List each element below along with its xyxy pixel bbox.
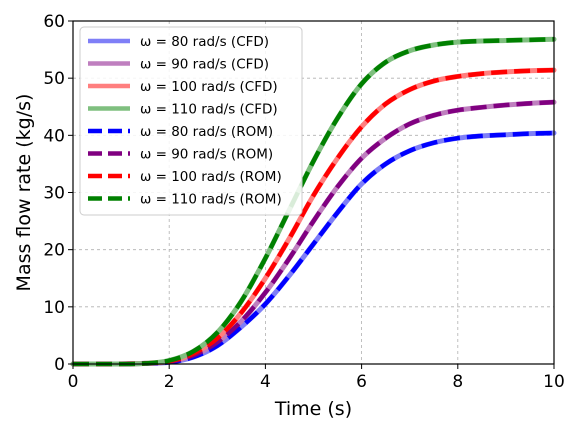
legend-label-4: ω = 110 rad/s (CFD) — [140, 102, 278, 118]
series-lines — [70, 36, 557, 367]
legend: ω = 80 rad/s (CFD) ω = 90 rad/s (CFD) ω = … — [79, 26, 303, 216]
legend-label-2: ω = 90 rad/s (CFD) — [140, 57, 269, 73]
y-tick-label: 20 — [43, 241, 65, 261]
y-tick-label: 40 — [43, 126, 65, 146]
x-tick-label: 10 — [543, 372, 565, 392]
series-line-8 — [73, 37, 555, 367]
x-tick-label: 2 — [164, 372, 175, 392]
y-tick-label: 50 — [43, 69, 65, 89]
legend-label-1: ω = 80 rad/s (CFD) — [140, 34, 269, 50]
x-axis-label: Time (s) — [274, 398, 352, 420]
y-tick-label: 30 — [43, 184, 65, 204]
x-tick-label: 0 — [68, 372, 79, 392]
x-tick-label: 8 — [452, 372, 463, 392]
legend-label-3: ω = 100 rad/s (CFD) — [140, 79, 278, 95]
axis-ticks: 0 2 4 6 8 10 0 10 20 30 40 50 60 — [43, 12, 564, 392]
y-tick-label: 10 — [43, 298, 65, 318]
y-axis-label: Mass flow rate (kg/s) — [13, 94, 35, 292]
legend-label-8: ω = 110 rad/s (ROM) — [140, 192, 282, 208]
y-tick-label: 0 — [54, 355, 65, 375]
x-tick-label: 6 — [356, 372, 367, 392]
legend-box — [79, 26, 303, 216]
legend-label-7: ω = 100 rad/s (ROM) — [140, 169, 282, 185]
x-tick-label: 4 — [260, 372, 271, 392]
legend-label-5: ω = 80 rad/s (ROM) — [140, 124, 273, 140]
legend-label-6: ω = 90 rad/s (ROM) — [140, 147, 273, 163]
y-tick-label: 60 — [43, 12, 65, 32]
